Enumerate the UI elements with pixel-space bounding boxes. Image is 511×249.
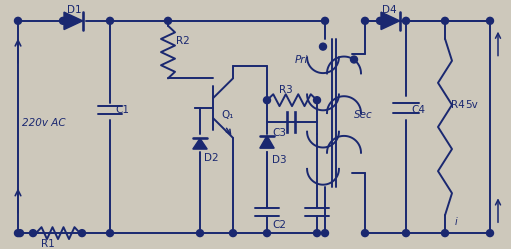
Text: i: i <box>455 217 458 227</box>
Circle shape <box>229 230 237 237</box>
Circle shape <box>16 230 24 237</box>
Circle shape <box>165 17 172 24</box>
Circle shape <box>321 17 329 24</box>
Circle shape <box>486 17 494 24</box>
Polygon shape <box>193 138 207 149</box>
Circle shape <box>314 97 320 104</box>
Circle shape <box>361 17 368 24</box>
Circle shape <box>361 230 368 237</box>
Circle shape <box>14 17 21 24</box>
Text: Sec: Sec <box>354 110 373 120</box>
Text: R4: R4 <box>451 100 464 110</box>
Circle shape <box>442 230 449 237</box>
Text: Q₁: Q₁ <box>221 110 234 120</box>
Circle shape <box>197 230 203 237</box>
Circle shape <box>403 230 409 237</box>
Polygon shape <box>64 12 83 30</box>
Circle shape <box>59 17 66 24</box>
Text: D2: D2 <box>204 153 219 163</box>
Circle shape <box>442 17 449 24</box>
Text: R2: R2 <box>176 36 190 46</box>
Text: R1: R1 <box>41 239 55 249</box>
Text: 5v: 5v <box>465 100 478 110</box>
Circle shape <box>30 230 36 237</box>
Text: D4: D4 <box>382 5 397 15</box>
Circle shape <box>486 230 494 237</box>
Circle shape <box>403 17 409 24</box>
Polygon shape <box>381 12 400 30</box>
Circle shape <box>14 230 21 237</box>
Text: D1: D1 <box>67 5 82 15</box>
Polygon shape <box>260 136 274 148</box>
Circle shape <box>106 230 113 237</box>
Text: D3: D3 <box>272 155 287 165</box>
Circle shape <box>106 17 113 24</box>
Text: C4: C4 <box>411 105 425 115</box>
Circle shape <box>377 17 383 24</box>
Circle shape <box>264 230 270 237</box>
Circle shape <box>351 56 358 63</box>
Text: C1: C1 <box>115 105 129 115</box>
Text: R3: R3 <box>279 85 293 95</box>
Circle shape <box>319 43 327 50</box>
Text: Pri: Pri <box>295 56 308 65</box>
Circle shape <box>79 230 85 237</box>
Text: 220v AC: 220v AC <box>22 118 65 128</box>
Circle shape <box>321 230 329 237</box>
Circle shape <box>314 230 320 237</box>
Text: C3: C3 <box>272 128 286 138</box>
Circle shape <box>264 97 270 104</box>
Text: C2: C2 <box>272 220 286 230</box>
